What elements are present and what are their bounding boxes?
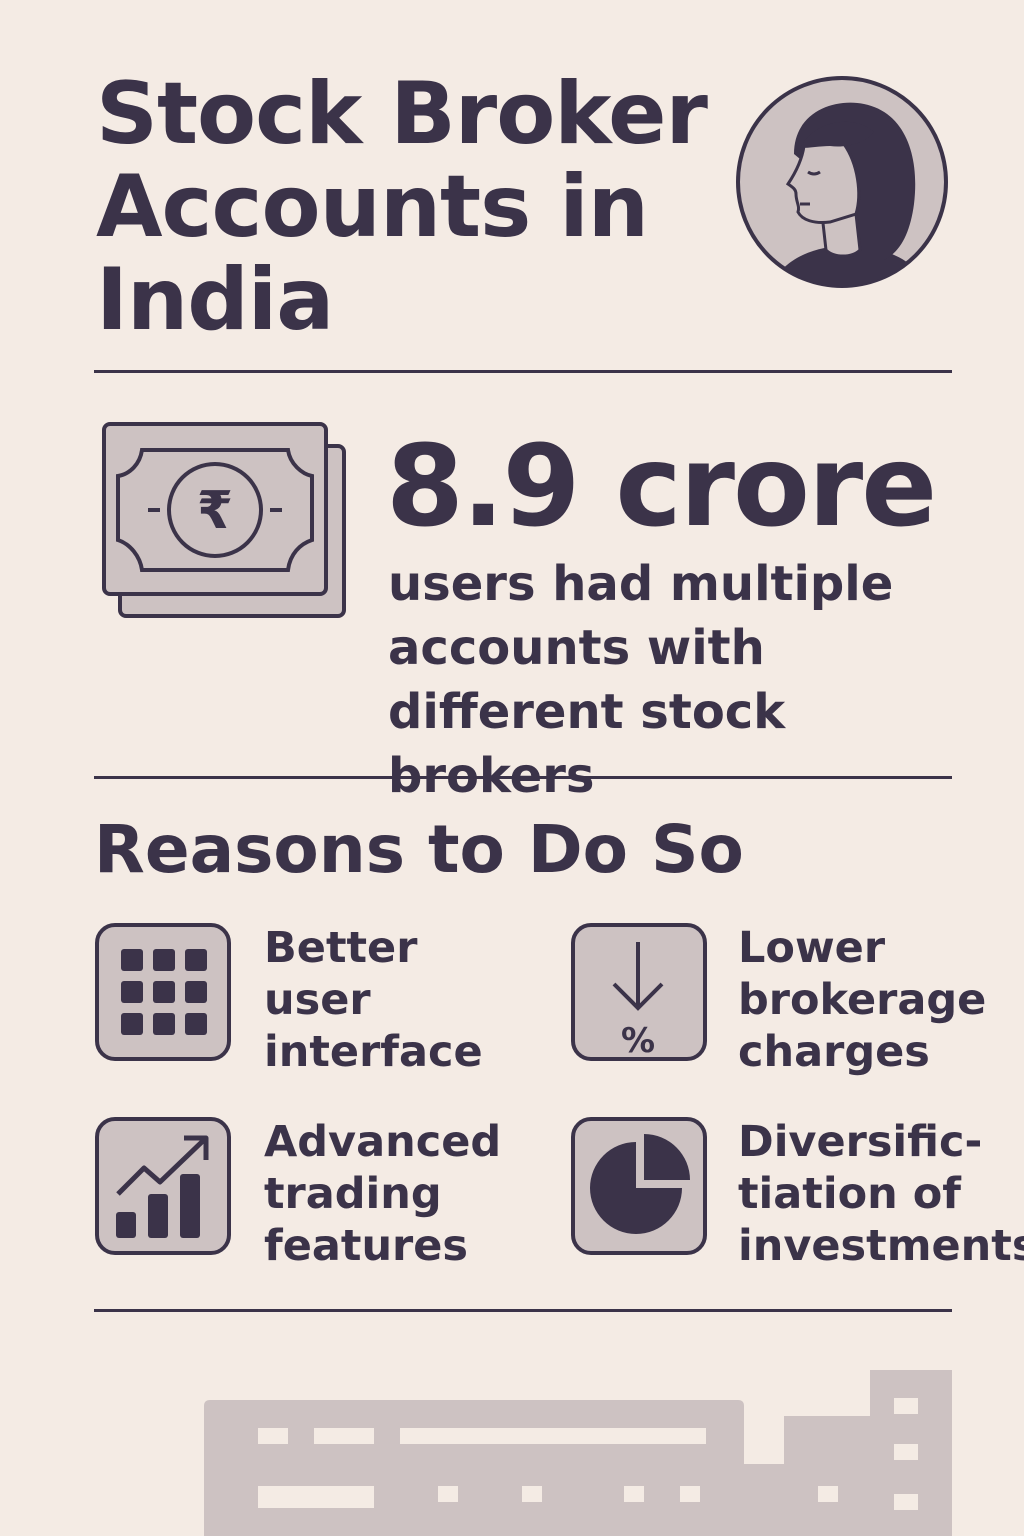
pie-chart-icon: [571, 1117, 707, 1255]
divider-top: [94, 370, 952, 373]
section-title: Reasons to Do So: [94, 811, 744, 888]
down-arrow-percent-icon: %: [571, 923, 707, 1061]
divider-middle: [94, 776, 952, 779]
stat-value: 8.9 crore: [386, 422, 937, 552]
trending-bar-chart-icon: [95, 1117, 231, 1255]
reason-label-features: Advanced trading features: [264, 1117, 502, 1271]
stat-description: users had multiple accounts with differe…: [388, 556, 894, 804]
page-title: Stock Broker Accounts in India: [96, 64, 708, 350]
woman-profile-avatar-icon: [736, 76, 948, 288]
reason-label-charges: Lower brokerage charges: [738, 923, 987, 1077]
reason-label-ui: Better user interface: [264, 923, 483, 1077]
city-skyline-illustration: [204, 1370, 952, 1536]
divider-bottom: [94, 1309, 952, 1312]
svg-text:%: %: [621, 1021, 655, 1061]
svg-text:₹: ₹: [197, 481, 233, 541]
grid-apps-icon: [95, 923, 231, 1061]
rupee-banknote-icon: ₹: [102, 422, 346, 618]
reason-label-diversification: Diversific- tiation of investments: [738, 1117, 1024, 1271]
